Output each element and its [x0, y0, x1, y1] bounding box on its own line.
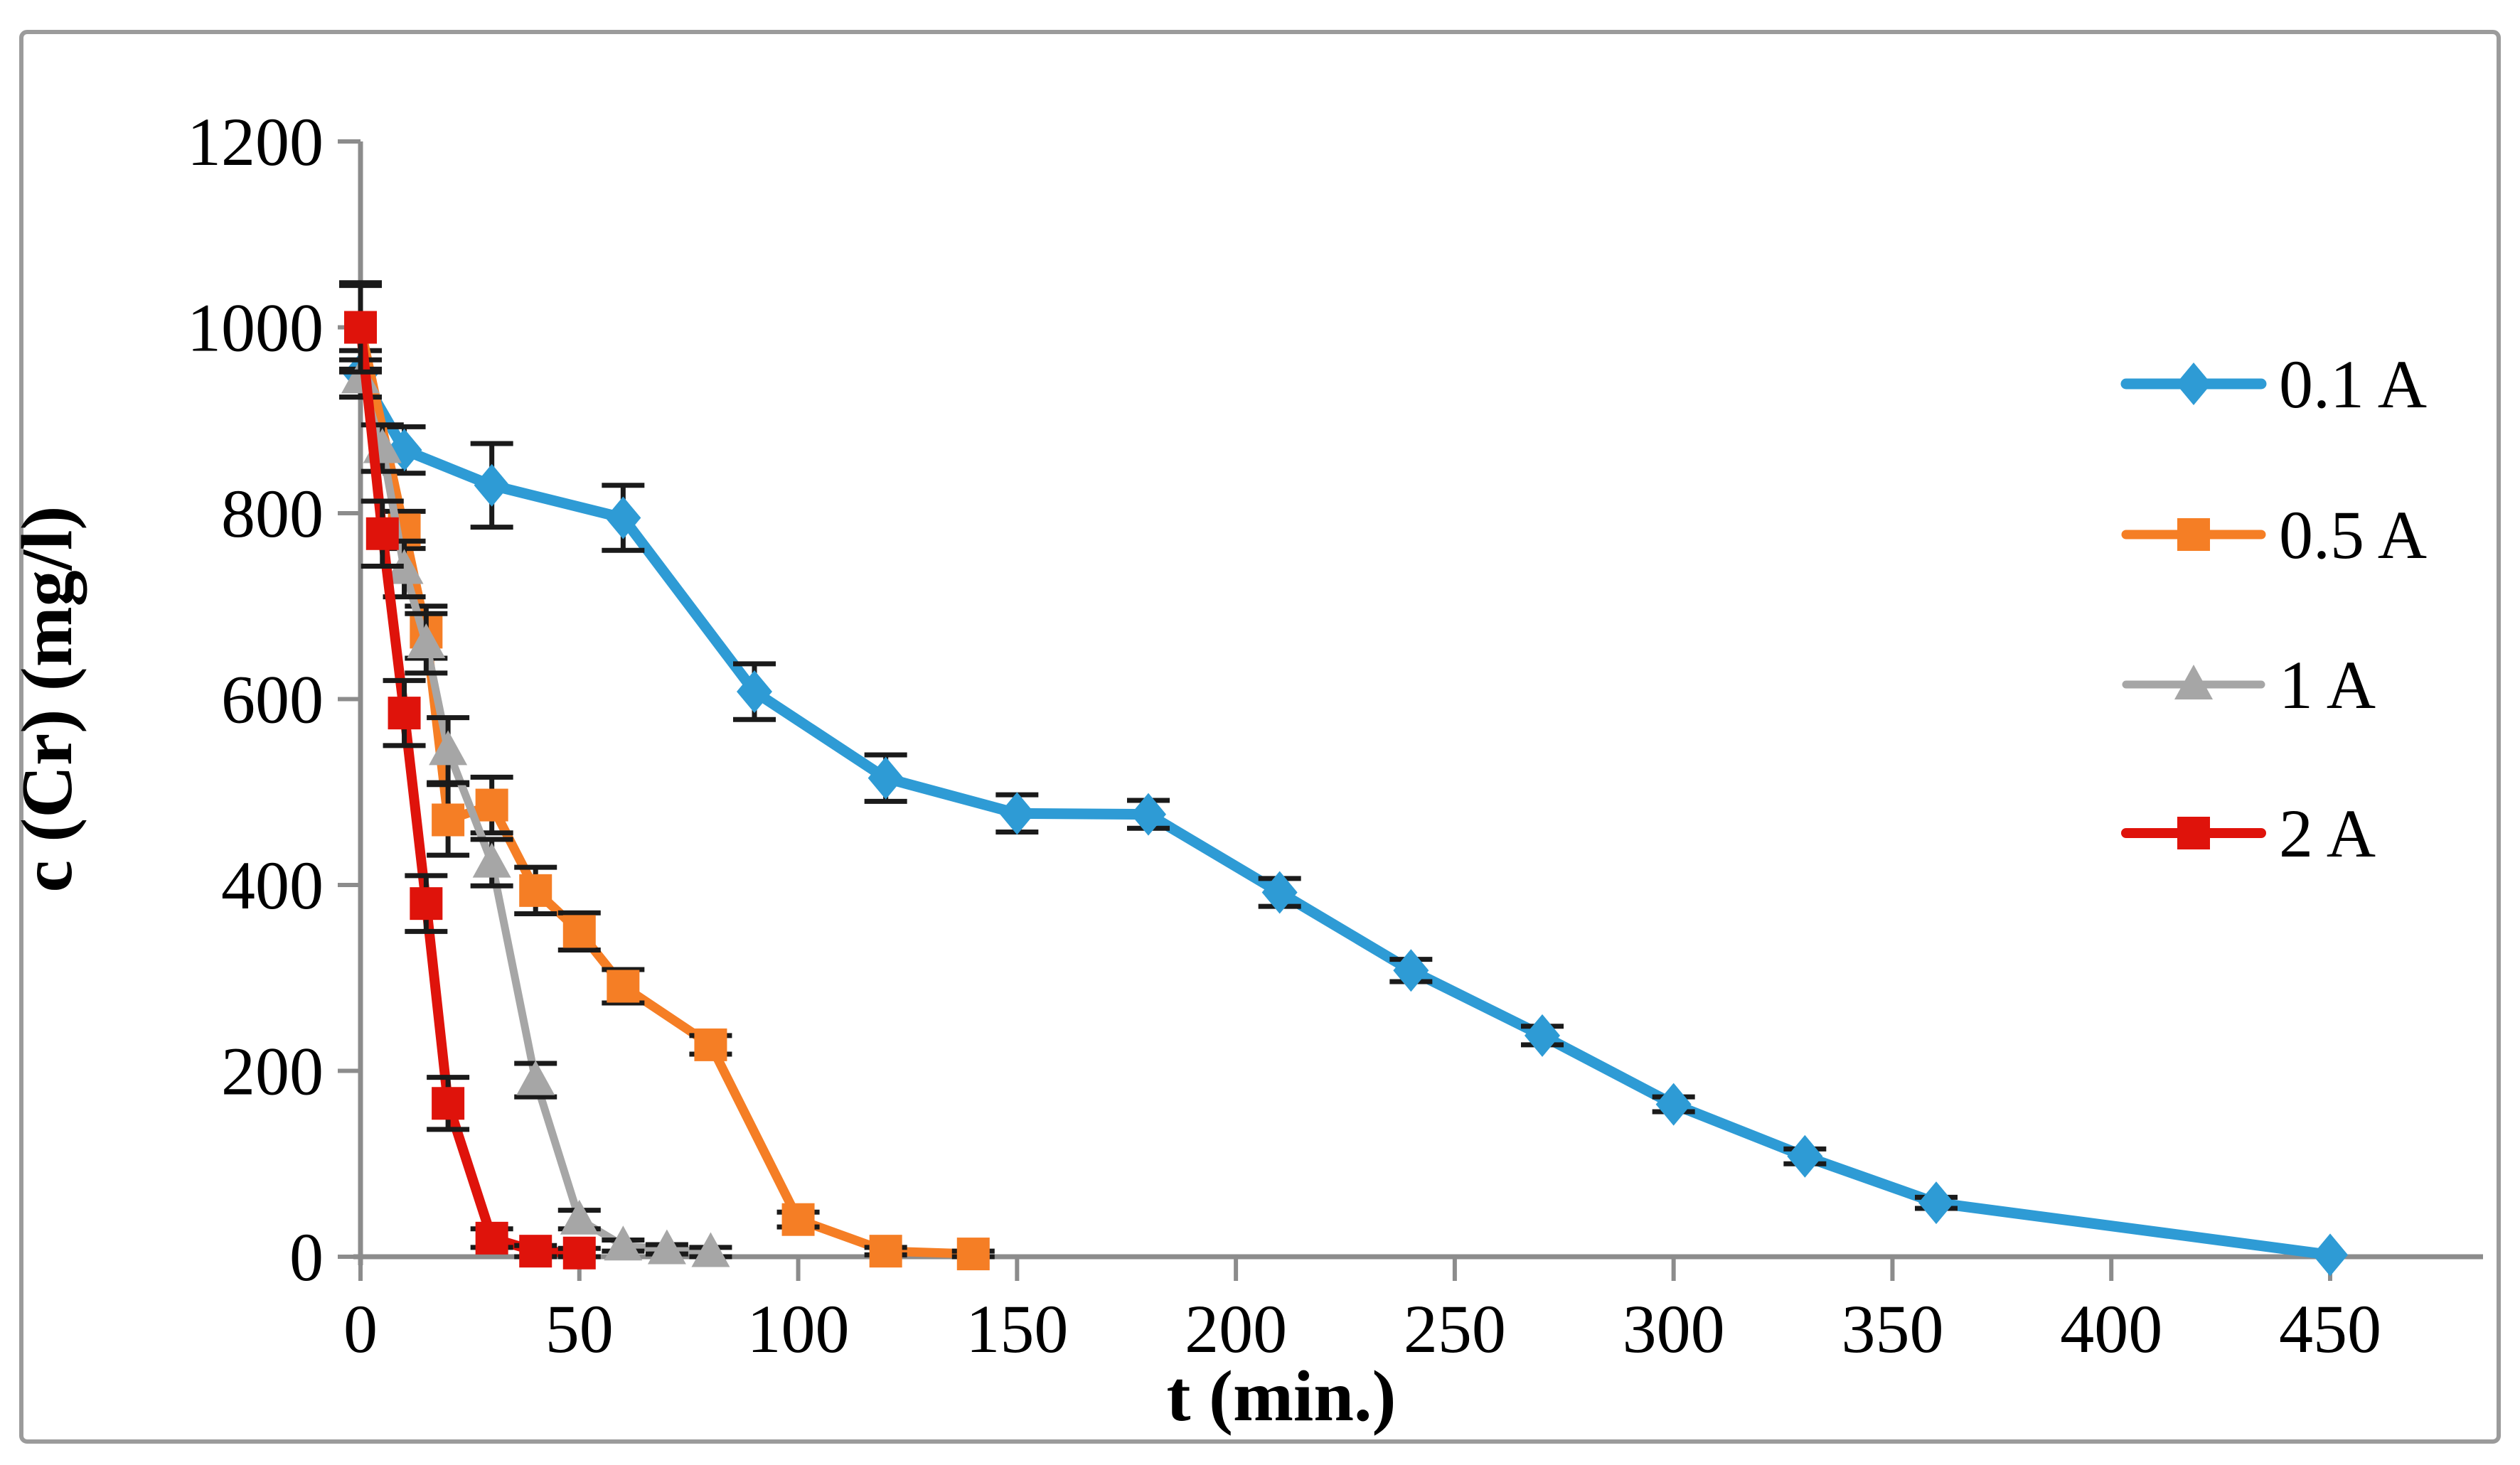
diamond-marker-icon	[2176, 363, 2211, 405]
diamond-marker-icon	[1131, 793, 1166, 836]
y-tick-label: 200	[221, 1034, 324, 1110]
square-marker-icon	[365, 517, 399, 550]
y-tick-label: 0	[289, 1219, 324, 1295]
y-axis: 0 200 400 600 800 1000 1200	[187, 104, 363, 1295]
legend-item-1-a: 1 A	[2122, 647, 2376, 723]
legend-label: 2 A	[2279, 795, 2376, 871]
triangle-marker-icon	[604, 1225, 643, 1261]
square-marker-icon	[410, 887, 443, 921]
square-marker-icon	[432, 803, 465, 837]
x-tick-label: 250	[1404, 1291, 1506, 1367]
y-tick-label: 800	[221, 476, 324, 552]
diamond-marker-icon	[1787, 1134, 1823, 1178]
legend-item-2-a: 2 A	[2121, 795, 2376, 871]
triangle-marker-icon	[560, 1199, 599, 1235]
triangle-marker-icon	[385, 549, 424, 584]
x-tick-label: 50	[545, 1291, 614, 1367]
x-tick-label: 450	[2279, 1291, 2381, 1367]
legend-label: 1 A	[2279, 647, 2376, 723]
legend-item-0-5-a: 0.5 A	[2121, 497, 2427, 573]
square-marker-icon	[869, 1235, 902, 1268]
triangle-marker-icon	[516, 1060, 555, 1095]
square-marker-icon	[388, 697, 421, 730]
square-marker-icon	[475, 1221, 508, 1255]
triangle-marker-icon	[429, 730, 468, 766]
diamond-marker-icon	[1261, 871, 1298, 914]
x-tick-label: 100	[747, 1291, 850, 1367]
legend-label: 0.5 A	[2279, 497, 2427, 573]
diamond-marker-icon	[474, 463, 510, 507]
square-marker-icon	[475, 788, 508, 822]
legend: 0.1 A 0.5 A 1 A 2 A	[2120, 346, 2427, 871]
x-tick-label: 0	[343, 1291, 378, 1367]
diamond-marker-icon	[1918, 1181, 1954, 1225]
square-marker-icon	[344, 311, 377, 344]
square-marker-icon	[562, 915, 596, 948]
x-tick-label: 200	[1185, 1291, 1287, 1367]
square-marker-icon	[781, 1203, 815, 1236]
series-0-1-a	[339, 348, 2348, 1277]
diamond-marker-icon	[1525, 1014, 1560, 1057]
legend-label: 0.1 A	[2279, 346, 2427, 422]
square-marker-icon	[956, 1238, 990, 1271]
diamond-marker-icon	[737, 670, 772, 714]
y-axis-title: c (Cr) (mg/l)	[7, 506, 87, 893]
x-tick-label: 150	[966, 1291, 1068, 1367]
triangle-marker-icon	[691, 1232, 730, 1267]
diamond-marker-icon	[1393, 949, 1429, 992]
diamond-marker-icon	[867, 756, 904, 800]
y-tick-label: 1200	[187, 104, 324, 180]
diamond-marker-icon	[1655, 1083, 1692, 1126]
x-tick-label: 400	[2060, 1291, 2162, 1367]
square-marker-icon	[519, 1235, 552, 1268]
triangle-marker-icon	[407, 623, 446, 659]
series-2-a	[339, 280, 601, 1270]
diamond-marker-icon	[999, 792, 1035, 835]
square-marker-icon	[694, 1028, 727, 1061]
square-marker-icon	[2177, 817, 2210, 849]
square-marker-icon	[519, 874, 552, 907]
triangle-marker-icon	[2174, 665, 2213, 699]
square-marker-icon	[432, 1087, 465, 1120]
legend-item-0-1-a: 0.1 A	[2120, 346, 2427, 422]
x-tick-label: 300	[1623, 1291, 1725, 1367]
triangle-marker-icon	[472, 842, 511, 878]
x-axis-title: t (min.)	[1167, 1356, 1397, 1437]
diamond-marker-icon	[2312, 1233, 2348, 1277]
square-marker-icon	[562, 1236, 596, 1270]
y-tick-label: 1000	[187, 290, 324, 366]
square-marker-icon	[607, 970, 640, 1003]
figure-border	[19, 30, 2501, 1444]
diamond-marker-icon	[605, 496, 641, 540]
x-tick-label: 350	[1841, 1291, 1943, 1367]
y-tick-label: 600	[221, 662, 324, 738]
triangle-marker-icon	[647, 1229, 686, 1265]
y-tick-label: 400	[221, 847, 324, 923]
x-axis: 0 50 100 150 200 250 300 350 400 450	[343, 1254, 2483, 1367]
square-marker-icon	[2177, 518, 2210, 551]
